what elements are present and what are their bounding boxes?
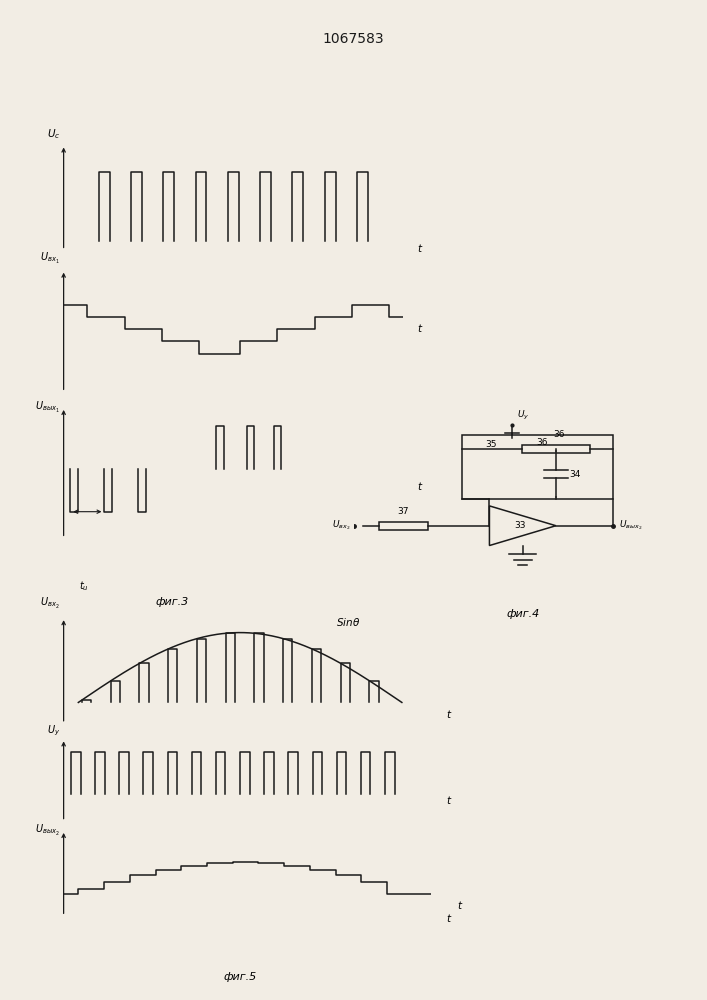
Text: $U_{вых_2}$: $U_{вых_2}$ (35, 822, 60, 838)
Text: фиг.3: фиг.3 (156, 597, 189, 607)
Text: $U_{вх_1}$: $U_{вх_1}$ (40, 251, 60, 266)
Text: $t$: $t$ (416, 242, 423, 254)
Text: $U_y$: $U_y$ (47, 723, 60, 738)
Bar (462, 435, 613, 499)
Bar (379, 522, 428, 530)
Text: $t$: $t$ (446, 794, 452, 806)
Text: фиг.5: фиг.5 (223, 972, 257, 982)
Text: $U_{вых_2}$: $U_{вых_2}$ (619, 519, 643, 532)
Text: 37: 37 (397, 507, 409, 516)
Text: $t$: $t$ (446, 912, 452, 924)
Text: фиг.4: фиг.4 (506, 609, 539, 619)
Text: $t$: $t$ (446, 708, 452, 720)
Text: $U_c$: $U_c$ (47, 127, 60, 141)
Text: $U_y$: $U_y$ (517, 409, 530, 422)
Text: 35: 35 (485, 440, 497, 449)
Text: $U_{вх_2}$: $U_{вх_2}$ (40, 596, 60, 611)
Text: 36: 36 (537, 438, 548, 447)
Text: $t$: $t$ (416, 480, 423, 492)
Text: 1067583: 1067583 (322, 32, 385, 46)
Text: $U_{вых_1}$: $U_{вых_1}$ (35, 399, 60, 415)
Text: 36: 36 (553, 430, 565, 439)
Text: $t$: $t$ (457, 899, 463, 911)
Text: $t$: $t$ (416, 322, 423, 334)
Text: $t_u$: $t_u$ (79, 580, 89, 593)
Text: $Sin\theta$: $Sin\theta$ (336, 616, 360, 628)
Text: $U_{вх_2}$: $U_{вх_2}$ (332, 519, 351, 532)
Bar (522, 445, 590, 453)
Text: 33: 33 (514, 521, 525, 530)
Text: 34: 34 (569, 470, 580, 479)
